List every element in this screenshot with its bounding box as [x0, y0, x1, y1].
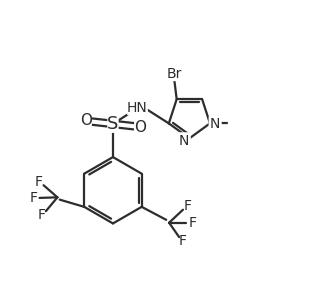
Text: HN: HN — [127, 101, 148, 115]
Text: O: O — [134, 120, 146, 135]
Text: F: F — [29, 191, 37, 205]
Text: F: F — [189, 216, 197, 230]
Text: F: F — [35, 175, 43, 189]
Text: F: F — [184, 199, 191, 213]
Text: F: F — [38, 208, 46, 222]
Text: F: F — [179, 234, 187, 248]
Text: O: O — [80, 113, 92, 128]
Text: S: S — [107, 115, 119, 133]
Text: N: N — [179, 134, 190, 148]
Text: Br: Br — [167, 67, 182, 81]
Text: N: N — [210, 117, 220, 131]
